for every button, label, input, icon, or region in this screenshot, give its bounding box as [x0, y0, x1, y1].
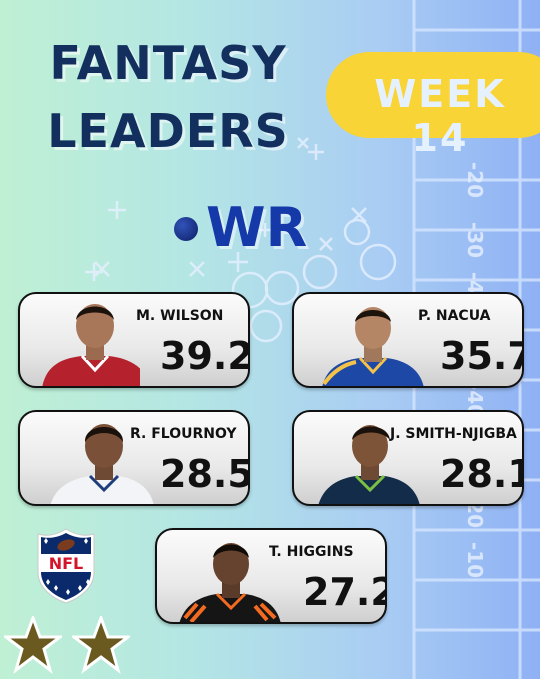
week-label: WEEK 14: [374, 72, 506, 160]
player-score: 28.1: [440, 452, 522, 496]
player-card-m-wilson: M. WILSON 39.2: [18, 292, 250, 388]
player-card-p-nacua: P. NACUA 35.7: [292, 292, 524, 388]
player-name: R. FLOURNOY: [130, 426, 237, 442]
player-name: M. WILSON: [136, 308, 224, 324]
player-card-j-smith-njigba: J. SMITH-NJIGBA 28.1: [292, 410, 524, 506]
position-label: WR: [206, 196, 308, 259]
yard-number: -10: [463, 542, 487, 578]
player-card-t-higgins: T. HIGGINS 27.2: [155, 528, 387, 624]
player-score: 39.2: [160, 334, 250, 378]
player-score: 27.2: [303, 570, 385, 614]
player-score: 35.7: [440, 334, 522, 378]
player-name: P. NACUA: [418, 308, 491, 324]
player-card-r-flournoy: R. FLOURNOY 28.5: [18, 410, 250, 506]
star-icon: [4, 616, 62, 674]
week-badge: [326, 52, 540, 138]
player-name: T. HIGGINS: [269, 544, 354, 560]
player-score: 28.5: [160, 452, 250, 496]
player-photo: [322, 307, 424, 386]
bullet-dot-icon: [174, 217, 198, 241]
player-photo: [318, 425, 420, 504]
player-photo: [50, 424, 154, 504]
player-photo: [42, 304, 140, 386]
player-photo: [179, 543, 281, 622]
yard-number: -30: [463, 222, 487, 258]
nfl-shield-logo: NFL: [37, 528, 95, 604]
nfl-logo-text: NFL: [49, 554, 84, 573]
yard-number: -20: [463, 162, 487, 198]
player-name: J. SMITH-NJIGBA: [390, 426, 517, 442]
title-line-fantasy: FANTASY: [49, 36, 287, 90]
star-icon: [72, 616, 130, 674]
title-line-leaders: LEADERS: [47, 104, 289, 158]
